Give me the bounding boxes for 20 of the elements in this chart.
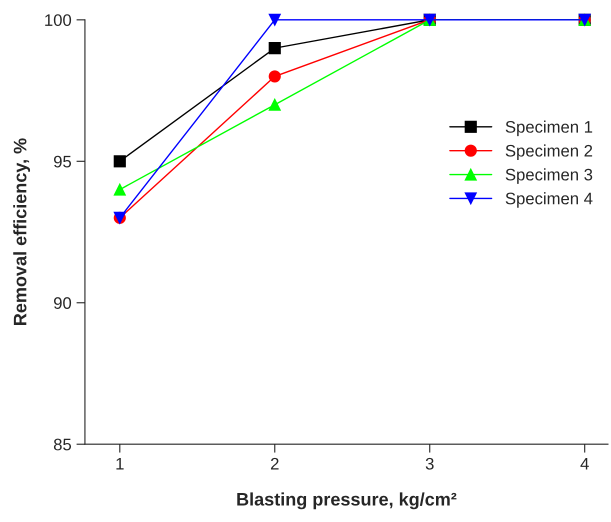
y-tick-label: 95 — [54, 156, 72, 168]
y-tick-label: 90 — [54, 297, 72, 309]
point — [114, 184, 126, 196]
point — [114, 155, 126, 168]
point — [268, 98, 281, 111]
legend-label: Specimen 3 — [506, 168, 592, 184]
legend-label: Specimen 4 — [506, 192, 592, 208]
x-axis-title: Blasting pressure, kg/cm² — [237, 492, 456, 510]
y-axis-title: Removal efficiency, % — [13, 138, 30, 325]
x-tick-label: 2 — [270, 458, 279, 470]
x-tick-label: 1 — [116, 458, 124, 470]
point — [268, 70, 281, 82]
legend-label: Specimen 2 — [506, 144, 592, 160]
x-tick-label: 3 — [426, 458, 434, 470]
point — [268, 14, 281, 26]
legend-label: Specimen 1 — [506, 120, 592, 136]
y-tick-label: 85 — [54, 438, 72, 450]
y-tick-label: 100 — [45, 14, 72, 26]
x-tick-label: 4 — [580, 458, 589, 470]
point — [268, 42, 281, 54]
